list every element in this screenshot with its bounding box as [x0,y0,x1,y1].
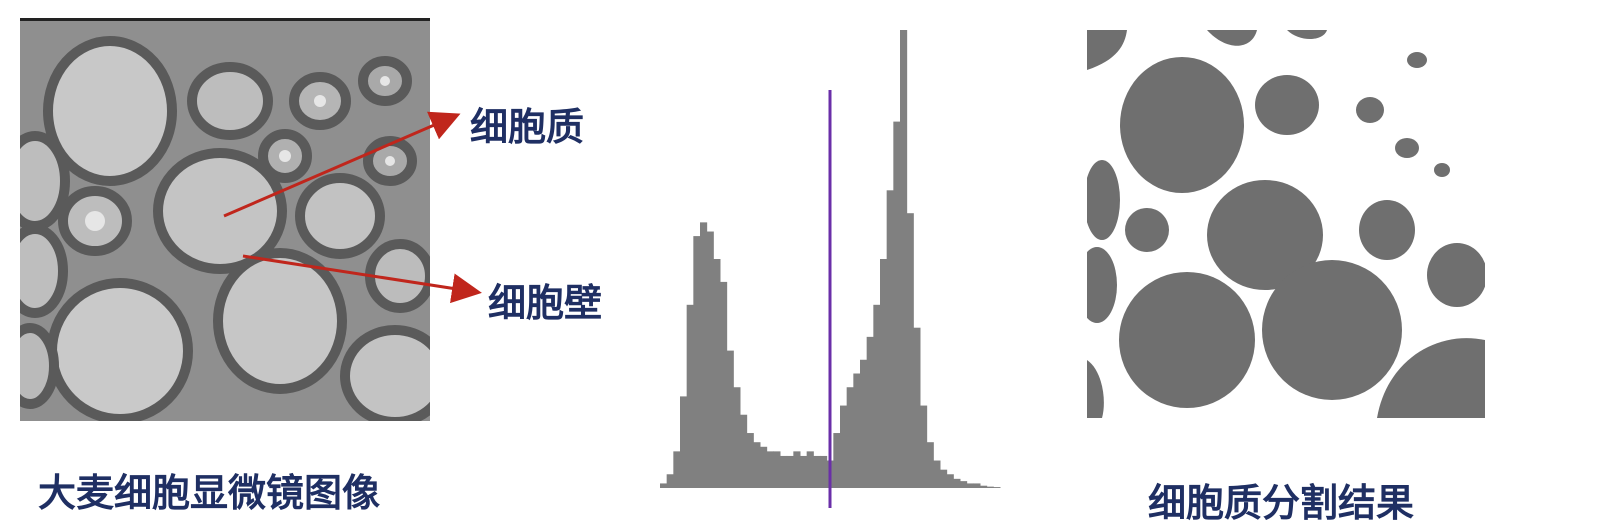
histogram-bar [793,451,801,488]
histogram-bar [786,455,794,488]
histogram-bar [686,304,694,488]
histogram-bar [746,433,754,488]
histogram-bar [733,387,741,488]
histogram-bar [986,486,994,488]
histogram-bar [973,483,981,488]
histogram-bar [666,474,674,488]
histogram-bar [853,373,861,488]
micrograph-caption: 大麦细胞显微镜图像 [38,470,381,515]
histogram-bar [813,455,821,488]
histogram-bar [713,259,721,488]
histogram-bar [680,396,688,488]
segmentation-result [1087,30,1485,418]
histogram-bar [846,387,854,488]
histogram-bar [706,231,714,488]
segmentation-caption: 细胞质分割结果 [1148,480,1415,525]
histogram-bar [780,455,788,488]
histogram-bar [960,481,968,488]
histogram-bar [660,483,668,488]
cell-wall-label: 细胞壁 [488,280,603,325]
histogram-bar [933,460,941,488]
intensity-histogram [660,30,1001,508]
histogram-bar [966,483,974,488]
histogram-bar [913,327,921,488]
histogram-bar [773,451,781,488]
histogram-bar [926,442,934,488]
histogram-bar [740,414,748,488]
histogram-bar [833,433,841,488]
histogram-bar [900,30,908,488]
histogram-bar [700,222,708,489]
histogram-bar [880,259,888,488]
histogram-bar [766,451,774,488]
histogram-bar [820,455,828,488]
histogram-bar [940,469,948,488]
histogram-bar [693,236,701,488]
histogram-bar [726,350,734,488]
histogram-bar [860,359,868,488]
histogram-bar [866,336,874,488]
histogram-bar [946,474,954,488]
histogram-bar [993,487,1001,488]
cytoplasm-label: 细胞质 [470,104,585,149]
barley-cell-micrograph [20,18,430,421]
histogram-bar [953,478,961,488]
histogram-bar [980,485,988,488]
histogram-bar [920,405,928,488]
histogram-bar [840,405,848,488]
histogram-bar [886,190,894,489]
histogram-bar [893,121,901,488]
histogram-bar [806,451,814,488]
histogram-bar [760,446,768,488]
histogram-bar [720,281,728,488]
histogram-bar [873,304,881,488]
histogram-bar [906,213,914,488]
histogram-bar [673,451,681,488]
histogram-bar [800,455,808,488]
histogram-bar [753,442,761,488]
